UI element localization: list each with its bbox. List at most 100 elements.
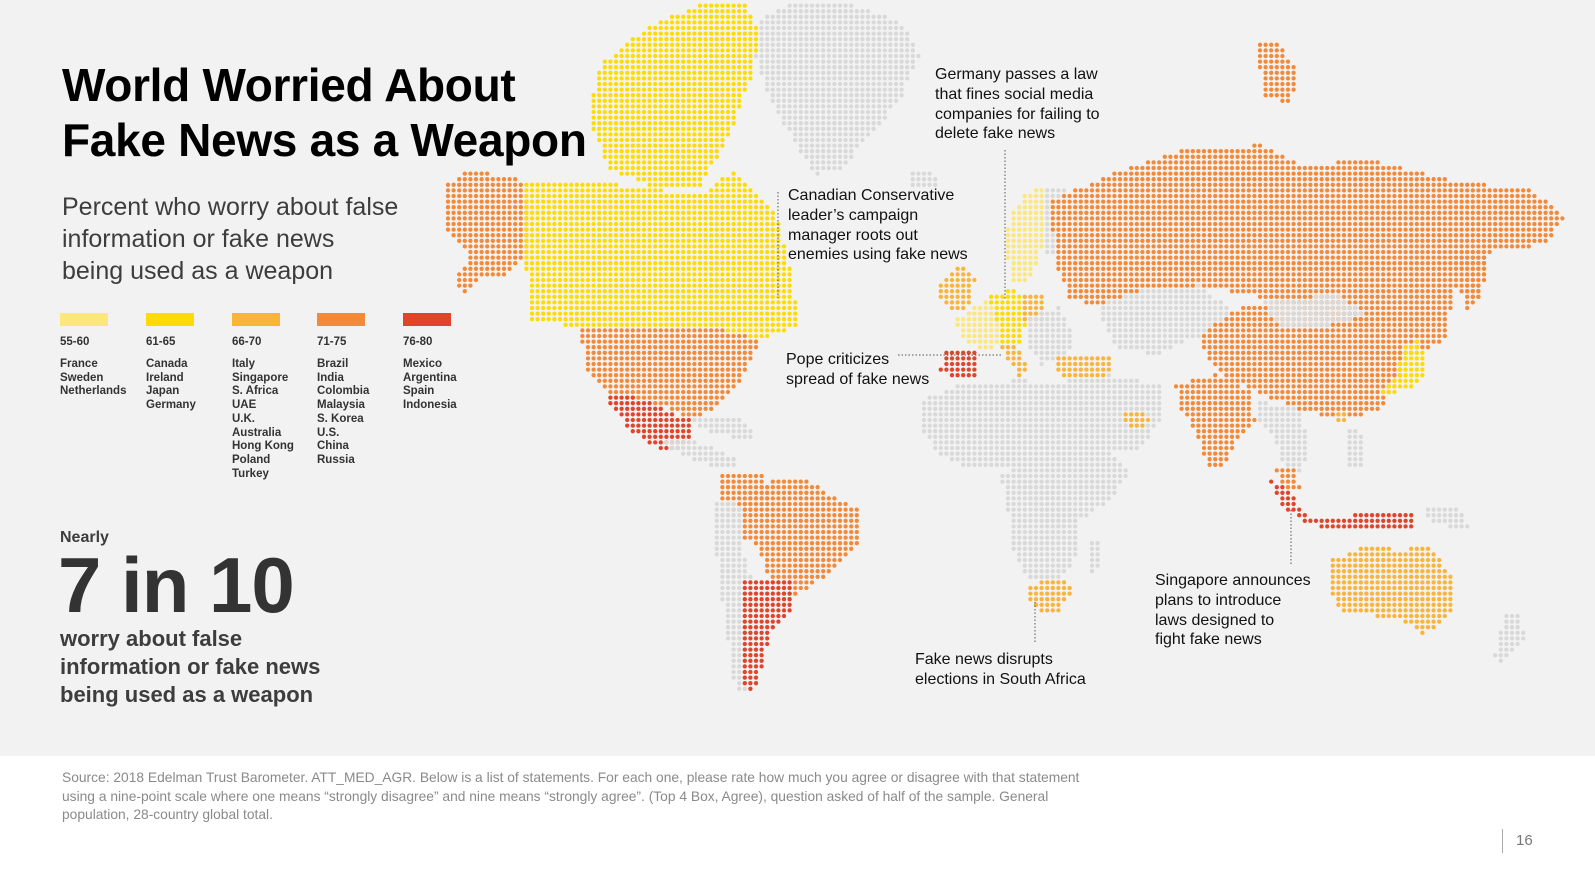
region-south-america-west xyxy=(714,501,759,691)
region-south-east-asia xyxy=(1257,401,1307,473)
region-usa xyxy=(580,328,759,417)
region-spain xyxy=(938,350,977,378)
legend-range: 71-75 xyxy=(317,336,347,348)
region-poland xyxy=(1022,294,1044,322)
region-caribbean xyxy=(692,417,753,439)
region-south-africa xyxy=(1028,580,1072,613)
region-greenland xyxy=(753,3,921,176)
map-subtitle: Percent who worry about false informatio… xyxy=(62,191,462,287)
legend-item: 61-65 Canada Ireland Japan Germany xyxy=(146,313,231,413)
subtitle-line: Percent who worry about false xyxy=(62,193,399,221)
slide-title: World Worried About Fake News as a Weapo… xyxy=(62,58,622,168)
region-australia xyxy=(1330,546,1453,635)
stat-caption: worry about false information or fake ne… xyxy=(60,625,380,709)
legend-country: Argentina xyxy=(403,371,457,384)
annotation-line: spread of fake news xyxy=(786,370,930,388)
legend-item: 71-75 Brazil India Colombia Malaysia S. Korea… xyxy=(317,313,402,468)
region-alaska xyxy=(445,171,529,294)
region-india xyxy=(1173,373,1257,467)
title-line: Fake News as a Weapon xyxy=(62,114,587,166)
source-line: using a nine-point scale where one means… xyxy=(62,788,1049,804)
annotation-line: Germany passes a law xyxy=(935,66,1098,83)
page-divider xyxy=(1502,829,1503,853)
annotation-line: that fines social media xyxy=(935,85,1094,103)
stat-caption-line: being used as a weapon xyxy=(60,682,314,707)
legend-country: Canada xyxy=(146,358,188,370)
region-central-america xyxy=(664,440,736,467)
region-turkey xyxy=(1056,356,1111,378)
annotation-line: Fake news disrupts xyxy=(915,651,1053,668)
region-indonesia xyxy=(1269,479,1414,529)
annotation-pope: Pope criticizes spread of fake news xyxy=(786,350,929,390)
region-scandinavia xyxy=(1005,188,1050,283)
legend-item: 76-80 Mexico Argentina Spain Indonesia xyxy=(403,313,488,413)
region-mongolia xyxy=(1263,294,1363,327)
legend-country: U.K. xyxy=(232,412,255,425)
region-madagascar xyxy=(1089,541,1100,574)
legend-swatch xyxy=(60,313,108,326)
annotation-canada: Canadian Conservative leader’s campaign … xyxy=(788,186,968,265)
region-canada-arctic xyxy=(591,3,759,187)
annotation-line: companies for failing to xyxy=(935,105,1100,123)
region-japan xyxy=(1381,339,1425,395)
legend-country: Poland xyxy=(232,453,271,466)
region-iceland xyxy=(910,171,938,187)
subtitle-line: information or fake news xyxy=(62,225,335,253)
legend-swatch xyxy=(232,313,280,326)
region-canada xyxy=(524,171,798,339)
legend-item: 66-70 Italy Singapore S. Africa UAE U.K. Austr… xyxy=(232,313,317,481)
region-africa-north xyxy=(921,378,1128,529)
legend-country: Singapore xyxy=(232,371,289,384)
annotation-singapore: Singapore announces plans to introduce l… xyxy=(1155,571,1311,650)
annotation-line: Pope criticizes xyxy=(786,351,890,368)
legend-country: India xyxy=(317,371,344,384)
legend-country: UAE xyxy=(232,399,257,412)
annotation-line: leader’s campaign xyxy=(788,206,919,224)
legend-country: Spain xyxy=(403,385,435,398)
annotation-germany: Germany passes a law that fines social m… xyxy=(935,65,1100,144)
region-malaysia xyxy=(1274,468,1302,490)
legend-country: France xyxy=(60,358,98,370)
region-uae xyxy=(1123,412,1151,428)
legend-country: S. Korea xyxy=(317,412,364,425)
annotation-line: Singapore announces xyxy=(1155,572,1311,589)
legend-range: 76-80 xyxy=(403,336,433,348)
annotation-line: delete fake news xyxy=(935,125,1056,143)
legend-country: Hong Kong xyxy=(232,440,294,453)
source-line: Source: 2018 Edelman Trust Barometer. AT… xyxy=(62,770,1080,785)
legend-country: Brazil xyxy=(317,358,349,370)
region-central-asia xyxy=(1101,283,1229,355)
annotation-line: laws designed to xyxy=(1155,611,1275,629)
title-line: World Worried About xyxy=(62,59,516,111)
subtitle-line: being used as a weapon xyxy=(62,257,334,285)
legend-country: Germany xyxy=(146,399,196,412)
legend-country: Mexico xyxy=(403,358,442,370)
source-line: population, 28-country global total. xyxy=(62,807,273,822)
region-europe-east xyxy=(1028,305,1072,367)
annotation-south-africa: Fake news disrupts elections in South Af… xyxy=(915,650,1086,690)
region-philippines xyxy=(1347,429,1363,467)
region-hong-kong xyxy=(1336,412,1347,423)
legend-country: Colombia xyxy=(317,385,370,398)
legend-country: Netherlands xyxy=(60,385,127,398)
annotation-line: fight fake news xyxy=(1155,631,1262,649)
region-new-guinea xyxy=(1425,507,1470,529)
stat-caption-line: worry about false xyxy=(60,626,243,651)
region-new-zealand xyxy=(1493,613,1526,663)
region-africa-central xyxy=(1000,473,1078,579)
annotation-line: Canadian Conservative xyxy=(788,187,955,204)
legend-range: 66-70 xyxy=(232,336,262,348)
region-argentina xyxy=(742,580,792,691)
legend-country: S. Africa xyxy=(232,385,279,398)
legend-country: Russia xyxy=(317,453,355,466)
region-russia-far-north xyxy=(1257,42,1296,103)
legend-country-list: Italy Singapore S. Africa UAE U.K. Australia H… xyxy=(232,358,317,481)
annotation-line: manager roots out xyxy=(788,226,918,244)
region-italy xyxy=(1000,345,1027,378)
legend-swatch xyxy=(403,313,451,326)
annotation-line: enemies using fake news xyxy=(788,246,968,264)
legend-country-list: Canada Ireland Japan Germany xyxy=(146,358,231,413)
legend-country: Malaysia xyxy=(317,399,365,412)
annotation-line: plans to introduce xyxy=(1155,591,1282,609)
legend-swatch xyxy=(146,313,194,326)
